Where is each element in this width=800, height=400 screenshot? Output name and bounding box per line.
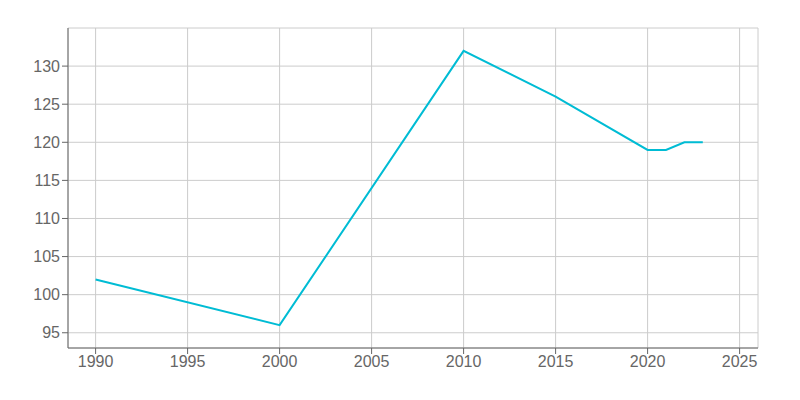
svg-text:100: 100 [33,286,60,303]
svg-text:95: 95 [42,324,60,341]
svg-text:2010: 2010 [446,353,482,370]
svg-text:2005: 2005 [354,353,390,370]
svg-text:115: 115 [34,172,60,189]
svg-text:2015: 2015 [538,353,574,370]
svg-text:1995: 1995 [170,353,206,370]
svg-text:130: 130 [33,58,60,75]
svg-text:1990: 1990 [78,353,114,370]
svg-text:110: 110 [34,210,60,227]
svg-text:2000: 2000 [262,353,298,370]
svg-text:105: 105 [33,248,60,265]
svg-text:120: 120 [33,134,60,151]
svg-text:2025: 2025 [722,353,758,370]
svg-text:2020: 2020 [630,353,666,370]
svg-text:125: 125 [33,96,60,113]
